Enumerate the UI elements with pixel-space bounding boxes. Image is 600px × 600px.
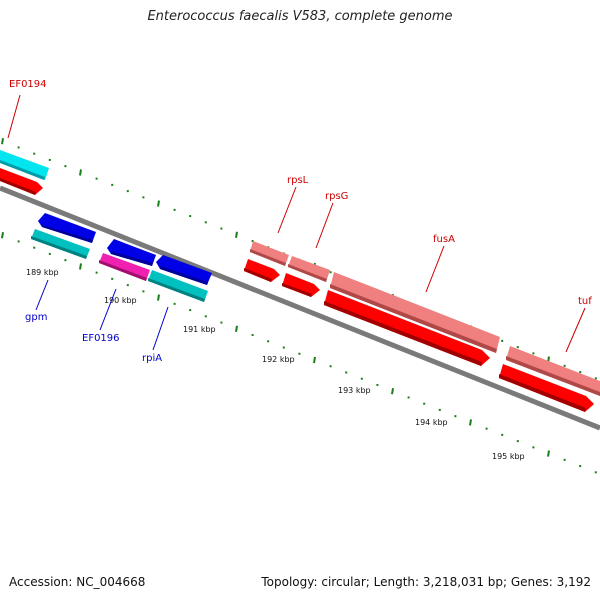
gene-rpia-arrow[interactable] — [156, 255, 212, 285]
gene-ef0196-block[interactable] — [99, 253, 150, 281]
leader-ef0196 — [99, 288, 117, 331]
genome-backbone — [0, 185, 600, 431]
gene-ef0194-block[interactable] — [0, 150, 49, 180]
leader-rpsl — [277, 186, 297, 234]
gene-rpsl-shade — [250, 249, 286, 266]
gene-ef0196-shade — [99, 260, 147, 281]
map-title: Enterococcus faecalis V583, complete gen… — [147, 9, 453, 24]
lower-major-tick — [79, 263, 82, 270]
gene-ef0196-arrow-shade — [111, 251, 153, 266]
leader-rpsg — [315, 202, 334, 249]
leader-tuf — [565, 307, 586, 353]
gene-rpia-block[interactable] — [148, 270, 208, 302]
gene-ef0194-arrow-shade — [0, 178, 36, 195]
tick-label-189: 189 kbp — [26, 268, 59, 277]
gene-rpsg-arrow-shade — [282, 283, 312, 297]
lower-major-tick — [313, 356, 316, 364]
tick-label-194: 194 kbp — [415, 418, 448, 427]
lower-major-tick — [391, 388, 394, 395]
gene-rpsl-arrow-shade — [244, 268, 272, 282]
gene-ef0194-arrow[interactable] — [0, 168, 43, 195]
label-ef0194[interactable]: EF0194 — [9, 79, 47, 90]
gene-gpm-arrow[interactable] — [38, 213, 96, 243]
lower-major-tick — [157, 294, 160, 301]
upper-major-tick — [79, 169, 82, 176]
leader-gpm — [35, 279, 49, 311]
upper-major-tick — [157, 200, 160, 207]
label-tuf[interactable]: tuf — [578, 296, 592, 307]
accession-text: Accession: NC_004668 — [9, 575, 146, 589]
gene-ef0194-shade — [0, 160, 45, 180]
leader-ef0194 — [7, 94, 21, 139]
label-rpsl[interactable]: rpsL — [287, 175, 309, 186]
label-fusa[interactable]: fusA — [433, 234, 455, 245]
label-ef0196[interactable]: EF0196 — [82, 333, 120, 344]
upper-major-tick — [235, 231, 238, 238]
tick-label-192: 192 kbp — [262, 355, 295, 364]
genome-summary-text: Topology: circular; Length: 3,218,031 bp… — [261, 575, 591, 589]
tick-label-190: 190 kbp — [104, 296, 137, 305]
lower-major-tick — [469, 419, 472, 426]
gene-fusa-arrow-shade — [324, 301, 482, 366]
forward-features — [0, 150, 600, 412]
gene-tuf-arrow-shade — [499, 374, 586, 412]
kbp-labels: 189 kbp 190 kbp 191 kbp 192 kbp 193 kbp … — [26, 268, 525, 461]
gene-fusa-shade — [330, 284, 497, 353]
tick-label-193: 193 kbp — [338, 386, 371, 395]
lower-major-tick — [547, 450, 550, 457]
gene-rpsl-block[interactable] — [250, 241, 289, 266]
tick-label-195: 195 kbp — [492, 452, 525, 461]
gene-rpia-arrow-shade — [160, 266, 208, 285]
lower-tick-track — [1, 232, 597, 474]
gene-rpia-shade — [148, 278, 205, 302]
tick-label-191: 191 kbp — [183, 325, 216, 334]
lower-major-tick — [1, 232, 4, 239]
gene-rpsl-arrow[interactable] — [244, 259, 280, 282]
reverse-features — [31, 213, 212, 302]
label-gpm[interactable]: gpm — [25, 312, 47, 323]
upper-major-tick — [1, 138, 4, 145]
lower-major-tick — [235, 325, 238, 332]
leader-fusa — [425, 245, 445, 293]
label-rpia[interactable]: rpiA — [142, 353, 162, 364]
gene-ef0196-arrow[interactable] — [107, 239, 156, 266]
gene-rpsg-block[interactable] — [288, 256, 330, 282]
gene-tuf-arrow[interactable] — [499, 364, 594, 412]
upper-tick-track — [1, 138, 597, 380]
gene-gpm-arrow-shade — [42, 225, 93, 243]
gene-fusa-arrow[interactable] — [324, 290, 490, 366]
leader-rpia — [152, 306, 169, 351]
gene-gpm-block[interactable] — [31, 229, 90, 259]
gene-rpsg-arrow[interactable] — [282, 273, 320, 297]
label-leaders — [7, 94, 586, 353]
gene-tuf-shade — [506, 356, 600, 396]
label-rpsg[interactable]: rpsG — [325, 191, 348, 202]
gene-labels: EF0194 rpsL rpsG fusA tuf gpm EF0196 rpi… — [9, 79, 592, 364]
gene-gpm-shade — [31, 236, 87, 259]
gene-rpsg-shade — [288, 264, 327, 282]
gene-fusa-block[interactable] — [330, 272, 500, 353]
